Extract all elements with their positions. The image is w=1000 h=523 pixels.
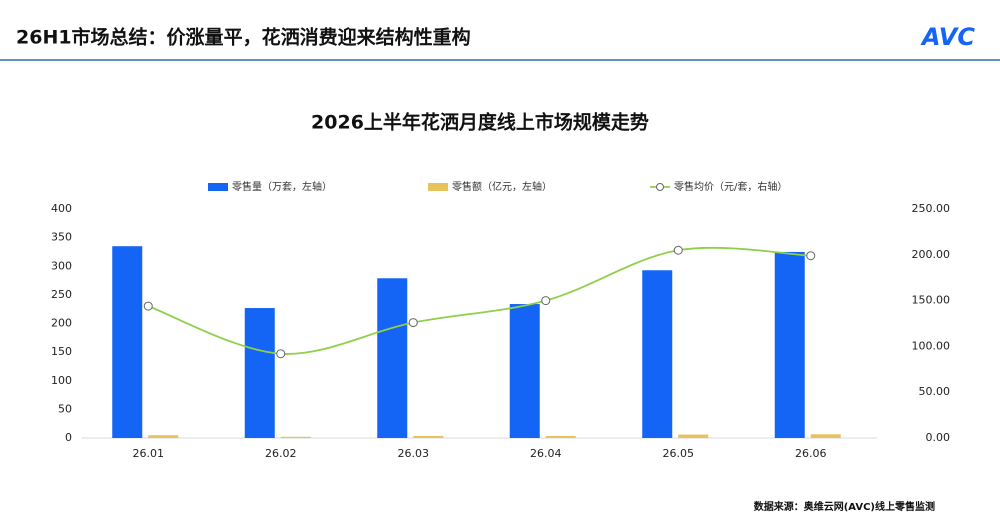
- bar: [280, 436, 311, 438]
- y2-tick-label: 0.00: [926, 431, 951, 444]
- line-point: [673, 245, 683, 255]
- y-tick-label: 350: [51, 231, 72, 244]
- line-point: [541, 296, 551, 306]
- line-point: [408, 318, 418, 328]
- y-tick-label: 100: [51, 374, 72, 387]
- legend-label: 零售额（亿元，左轴）: [452, 180, 552, 193]
- y-tick-label: 250: [51, 288, 72, 301]
- x-tick-label: 26.03: [398, 447, 430, 460]
- logo: AVC: [920, 23, 976, 51]
- y-tick-label: 300: [51, 259, 72, 272]
- bar: [642, 270, 673, 438]
- line-point: [276, 349, 286, 359]
- line: [147, 246, 811, 355]
- line-point: [806, 251, 816, 261]
- x-tick-label: 26.04: [530, 447, 562, 460]
- legend-swatch: [428, 183, 448, 191]
- bar: [545, 435, 576, 438]
- x-tick-label: 26.02: [265, 447, 297, 460]
- y2-tick-label: 50.00: [919, 385, 951, 398]
- line-point: [143, 301, 153, 311]
- y-tick-label: 150: [51, 345, 72, 358]
- source-note: 数据来源：奥维云网(AVC)线上零售监测: [754, 500, 935, 513]
- legend-marker: [656, 183, 664, 191]
- y2-tick-label: 150.00: [912, 294, 951, 307]
- x-tick-label: 26.06: [795, 447, 827, 460]
- bar: [244, 308, 275, 438]
- bar: [774, 251, 805, 438]
- y2-tick-label: 250.00: [912, 202, 951, 215]
- page-title: 26H1市场总结：价涨量平，花洒消费迎来结构性重构: [16, 26, 471, 49]
- y2-tick-label: 100.00: [912, 339, 951, 352]
- bar: [148, 435, 179, 438]
- x-tick-label: 26.01: [133, 447, 165, 460]
- bar: [678, 434, 709, 438]
- y2-tick-label: 200.00: [912, 248, 951, 261]
- chart-title: 2026上半年花洒月度线上市场规模走势: [311, 111, 649, 134]
- bar: [377, 278, 408, 438]
- bar: [112, 246, 143, 438]
- x-tick-label: 26.05: [663, 447, 695, 460]
- y-tick-label: 50: [58, 402, 72, 415]
- bar: [413, 435, 444, 438]
- legend-swatch: [208, 183, 228, 191]
- bar: [810, 434, 841, 438]
- legend-label: 零售均价（元/套，右轴）: [674, 180, 787, 193]
- legend-label: 零售量（万套，左轴）: [232, 180, 332, 193]
- y-tick-label: 200: [51, 317, 72, 330]
- y-tick-label: 0: [65, 431, 72, 444]
- bar: [509, 304, 540, 438]
- y-tick-label: 400: [51, 202, 72, 215]
